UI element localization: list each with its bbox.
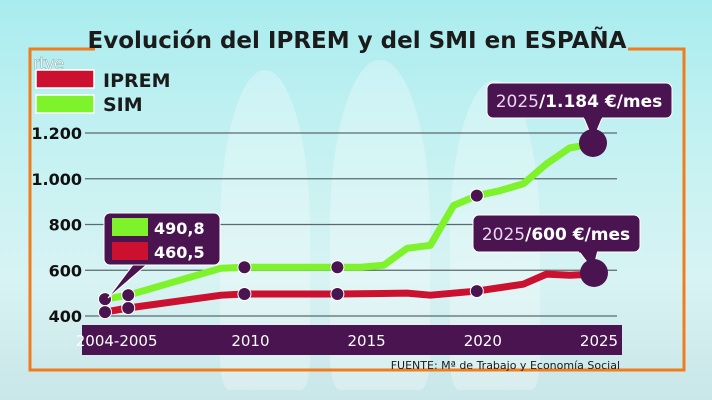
x-tick-label: 2015 [348, 332, 386, 350]
orange-frame [28, 47, 686, 372]
start-swatch-iprem [112, 242, 148, 260]
x-axis-band [82, 325, 622, 355]
y-tick-label: 1.000 [31, 170, 82, 189]
data-point-iprem [330, 287, 345, 302]
x-tick-label: 2010 [231, 332, 269, 350]
source-note: FUENTE: Mª de Trabajo y Economía Social [391, 359, 620, 372]
y-tick-label: 400 [49, 307, 82, 326]
data-point-iprem [237, 287, 252, 302]
data-point-sim [121, 288, 136, 303]
legend-label-smi: SIM [103, 94, 143, 116]
y-tick-label: 1.200 [31, 124, 82, 143]
rtve-logo: rtve [33, 54, 64, 74]
data-point-sim [98, 292, 112, 307]
svg-text:2025/600 €/mes: 2025/600 €/mes [482, 225, 630, 245]
data-point-iprem [469, 284, 484, 299]
series-line-sim [101, 140, 597, 303]
iprem-2025-marker [580, 259, 608, 287]
x-tick-label: 2004-2005 [76, 332, 158, 350]
svg-text:2025/1.184 €/mes: 2025/1.184 €/mes [496, 92, 663, 112]
start-callout: 490,8 460,5 [103, 212, 221, 299]
data-point-iprem [121, 300, 136, 315]
smi-2025-marker [579, 129, 607, 157]
data-point-sim [469, 188, 484, 203]
start-value-iprem: 460,5 [154, 243, 205, 262]
iprem-2025-callout: 2025/600 €/mes [472, 214, 641, 287]
y-tick-label: 600 [49, 261, 82, 280]
legend-swatch-smi [35, 94, 95, 114]
x-tick-label: 2025 [580, 332, 618, 350]
series-line-iprem [101, 270, 597, 316]
iprem-2025-value: /600 €/mes [525, 225, 630, 245]
x-tick-label: 2020 [464, 332, 502, 350]
smi-2025-year: 2025 [496, 92, 539, 112]
y-tick-label: 800 [49, 216, 82, 235]
legend: IPREM SIM [35, 69, 171, 116]
chart-title: Evolución del IPREM y del SMI en ESPAÑA [88, 26, 627, 54]
iprem-2025-year: 2025 [482, 225, 525, 245]
smi-2025-value: /1.184 €/mes [539, 92, 662, 112]
smi-2025-callout: 2025/1.184 €/mes [486, 82, 673, 157]
start-swatch-smi [112, 218, 148, 236]
legend-swatch-iprem [35, 69, 95, 89]
legend-label-iprem: IPREM [103, 70, 171, 92]
start-value-smi: 490,8 [154, 219, 205, 238]
data-point-sim [330, 260, 345, 275]
data-point-sim [237, 260, 252, 275]
data-point-iprem [98, 305, 112, 320]
